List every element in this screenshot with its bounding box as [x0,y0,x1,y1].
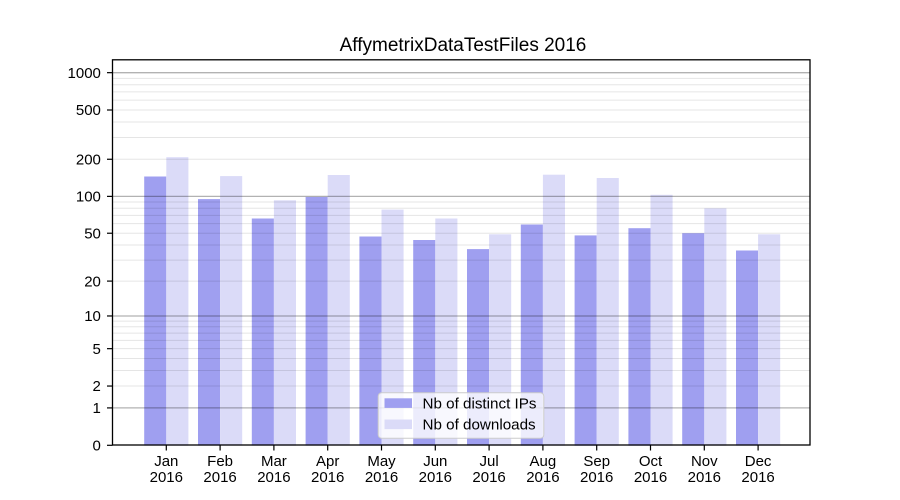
svg-text:2016: 2016 [150,469,183,486]
svg-text:1000: 1000 [68,65,101,82]
svg-text:Aug: Aug [530,453,557,470]
svg-text:Feb: Feb [207,453,233,470]
svg-text:2: 2 [93,378,101,395]
svg-text:2016: 2016 [634,469,667,486]
svg-text:2016: 2016 [526,469,559,486]
svg-text:2016: 2016 [580,469,613,486]
svg-text:Dec: Dec [745,453,772,470]
svg-text:Jun: Jun [423,453,447,470]
svg-text:10: 10 [84,308,101,325]
svg-text:Nov: Nov [691,453,718,470]
svg-text:Mar: Mar [261,453,287,470]
svg-text:2016: 2016 [472,469,505,486]
svg-text:2016: 2016 [688,469,721,486]
svg-text:2016: 2016 [203,469,236,486]
svg-text:Sep: Sep [583,453,610,470]
svg-text:2016: 2016 [311,469,344,486]
svg-text:0: 0 [93,438,101,455]
svg-text:500: 500 [76,102,101,119]
svg-text:Apr: Apr [316,453,339,470]
svg-text:2016: 2016 [419,469,452,486]
svg-text:5: 5 [93,341,101,358]
svg-text:May: May [367,453,396,470]
svg-text:Nb of downloads: Nb of downloads [423,417,537,434]
svg-text:50: 50 [84,225,101,242]
svg-text:200: 200 [76,152,101,169]
svg-text:Jan: Jan [154,453,178,470]
svg-text:Nb of distinct IPs: Nb of distinct IPs [423,395,537,412]
svg-text:Jul: Jul [480,453,499,470]
svg-text:Oct: Oct [639,453,663,470]
svg-text:20: 20 [84,273,101,290]
svg-text:2016: 2016 [257,469,290,486]
svg-text:1: 1 [93,400,101,417]
svg-text:2016: 2016 [741,469,774,486]
svg-text:2016: 2016 [365,469,398,486]
svg-text:100: 100 [76,189,101,206]
svg-text:AffymetrixDataTestFiles 2016: AffymetrixDataTestFiles 2016 [340,35,587,56]
